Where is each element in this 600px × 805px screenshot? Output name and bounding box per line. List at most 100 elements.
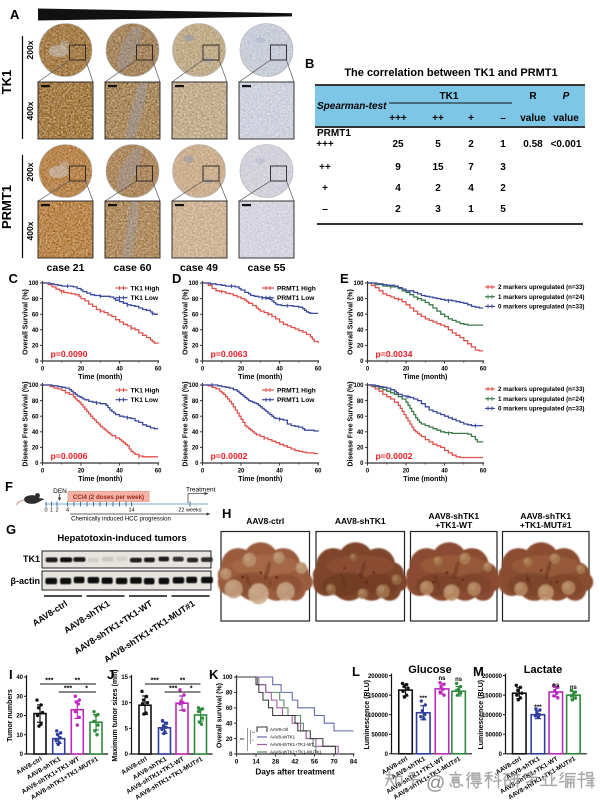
svg-text:***: ***: [64, 686, 72, 693]
svg-text:F: F: [5, 479, 13, 494]
svg-text:0: 0: [20, 752, 24, 758]
svg-text:60: 60: [192, 414, 199, 420]
svg-text:3: 3: [500, 162, 506, 173]
svg-text:15: 15: [121, 675, 128, 681]
svg-text:40: 40: [192, 328, 199, 334]
svg-text:Treatment: Treatment: [186, 487, 216, 494]
svg-text:5: 5: [500, 204, 506, 215]
svg-text:Overall survival (%): Overall survival (%): [217, 683, 224, 748]
svg-text:0: 0: [41, 469, 45, 475]
svg-text:40: 40: [116, 469, 123, 475]
svg-text:42: 42: [291, 759, 299, 766]
svg-text:The correlation between TK1 an: The correlation between TK1 and PRMT1: [344, 67, 557, 79]
svg-text:40: 40: [357, 430, 364, 436]
svg-text:AAV8-shTK1+TK1-WT: AAV8-shTK1+TK1-WT: [72, 598, 154, 656]
svg-text:TK1: TK1: [23, 554, 40, 564]
svg-text:1 markers upregulated (n=24): 1 markers upregulated (n=24): [498, 396, 585, 403]
svg-text:*: *: [85, 686, 88, 693]
svg-text:0: 0: [360, 359, 364, 365]
svg-text:80: 80: [32, 399, 39, 405]
svg-text:40: 40: [226, 721, 233, 727]
svg-text:Luminescence (RLU): Luminescence (RLU): [364, 680, 371, 750]
svg-text:40: 40: [357, 328, 364, 334]
svg-text:*: *: [252, 738, 254, 743]
svg-text:20: 20: [403, 367, 410, 373]
svg-text:70: 70: [330, 759, 338, 766]
svg-text:Disease Free Survival (%): Disease Free Survival (%): [183, 381, 190, 466]
svg-text:TK1 Low: TK1 Low: [131, 295, 159, 302]
svg-text:Hepatotoxin-induced tumors: Hepatotoxin-induced tumors: [57, 533, 186, 544]
svg-text:TK1: TK1: [440, 91, 459, 102]
svg-text:***: ***: [534, 704, 542, 711]
svg-text:case 21: case 21: [47, 262, 85, 274]
svg-text:0: 0: [385, 752, 389, 758]
svg-text:20: 20: [403, 469, 410, 475]
svg-text:ns: ns: [570, 685, 578, 691]
svg-text:100: 100: [222, 675, 233, 681]
svg-text:AAV8-shTK1: AAV8-shTK1: [270, 735, 296, 740]
svg-text:20: 20: [32, 446, 39, 452]
svg-text:Time (month): Time (month): [403, 476, 447, 483]
svg-text:2: 2: [395, 204, 401, 215]
svg-text:60: 60: [155, 469, 162, 475]
svg-text:Time (month): Time (month): [403, 374, 447, 381]
svg-text:***: ***: [420, 695, 428, 702]
svg-text:AAV8-shTK1: AAV8-shTK1: [520, 511, 571, 521]
svg-text:60: 60: [480, 367, 487, 373]
svg-text:Days after treatment: Days after treatment: [255, 768, 334, 777]
svg-text:<0.001: <0.001: [551, 139, 582, 150]
svg-text:Luminescence (RLU): Luminescence (RLU): [478, 680, 485, 750]
svg-text:–: –: [322, 204, 328, 215]
svg-text:60: 60: [315, 367, 322, 373]
svg-text:+: +: [322, 183, 328, 194]
svg-text:Maximum tumor sizes (mm): Maximum tumor sizes (mm): [112, 669, 119, 761]
svg-text:60: 60: [155, 367, 162, 373]
svg-text:80: 80: [357, 399, 364, 405]
svg-text:Time (month): Time (month): [238, 374, 282, 381]
svg-text:0: 0: [125, 752, 129, 758]
svg-text:D: D: [172, 271, 181, 286]
svg-text:200x: 200x: [25, 162, 35, 181]
svg-text:p=0.0002: p=0.0002: [211, 451, 248, 461]
svg-text:14: 14: [252, 759, 260, 766]
svg-text:H: H: [222, 506, 231, 521]
svg-text:p=0.0090: p=0.0090: [51, 349, 88, 359]
svg-text:++: ++: [319, 162, 331, 173]
svg-text:Glucose: Glucose: [408, 664, 451, 676]
svg-text:ns: ns: [240, 736, 244, 741]
svg-text:100: 100: [188, 383, 199, 389]
svg-text:p=0.0006: p=0.0006: [51, 451, 88, 461]
svg-text:++: ++: [432, 113, 444, 124]
svg-text:Overall Survival (%): Overall Survival (%): [183, 289, 190, 355]
svg-text:80: 80: [357, 297, 364, 303]
svg-text:40: 40: [116, 367, 123, 373]
svg-text:Time (month): Time (month): [78, 374, 122, 381]
svg-text:0: 0: [229, 752, 233, 758]
svg-text:100: 100: [353, 281, 364, 287]
svg-text:4: 4: [66, 508, 69, 514]
svg-text:3: 3: [435, 204, 441, 215]
svg-text:60: 60: [226, 706, 233, 712]
svg-text:60: 60: [32, 312, 39, 318]
svg-text:60: 60: [192, 312, 199, 318]
svg-text:0: 0: [201, 367, 205, 373]
svg-text:0: 0: [41, 367, 45, 373]
svg-text:20: 20: [78, 469, 85, 475]
svg-text:10: 10: [16, 733, 23, 739]
svg-text:60: 60: [480, 469, 487, 475]
svg-text:28: 28: [272, 759, 280, 766]
svg-text:@: @: [426, 773, 445, 794]
svg-text:case 49: case 49: [180, 262, 218, 274]
svg-text:AAV8-ctrl: AAV8-ctrl: [31, 598, 70, 628]
svg-text:20: 20: [226, 737, 233, 743]
svg-text:40: 40: [192, 430, 199, 436]
svg-text:400x: 400x: [25, 101, 35, 120]
svg-text:A: A: [10, 7, 20, 22]
svg-text:Lactate: Lactate: [524, 664, 563, 676]
svg-text:0: 0: [35, 359, 39, 365]
svg-text:+: +: [468, 113, 474, 124]
svg-text:0: 0: [201, 469, 205, 475]
svg-text:0: 0: [499, 752, 503, 758]
svg-text:ns: ns: [552, 683, 560, 689]
svg-text:20: 20: [238, 367, 245, 373]
